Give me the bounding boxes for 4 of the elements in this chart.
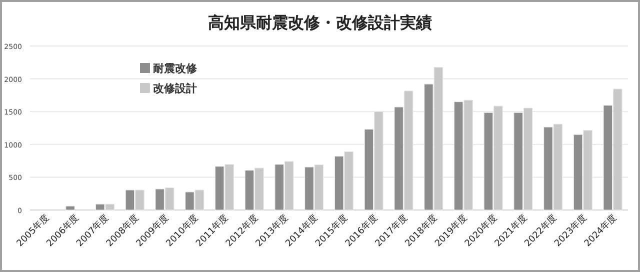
chart-title: 高知県耐震改修・改修設計実績 bbox=[208, 13, 432, 32]
legend-label: 改修設計 bbox=[153, 82, 197, 95]
legend-label: 耐震改修 bbox=[153, 62, 198, 75]
bar bbox=[66, 206, 75, 210]
